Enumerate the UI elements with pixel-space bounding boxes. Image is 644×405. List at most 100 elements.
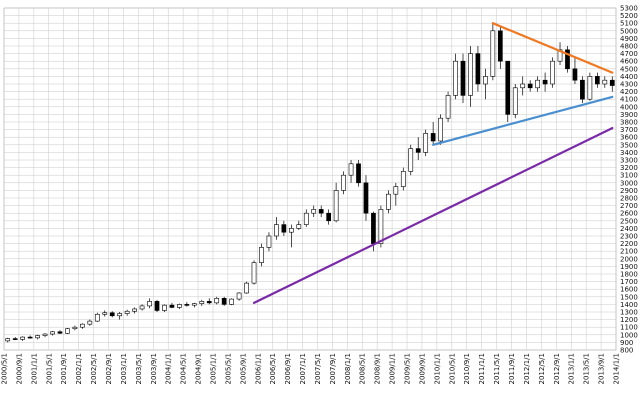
candle-body-up <box>102 312 108 315</box>
candle-body-down <box>460 60 466 96</box>
candle-body-up <box>483 76 488 85</box>
x-tick-label: 2003/1/1 <box>120 353 128 384</box>
x-tick-label: 2011/1/1 <box>478 353 486 384</box>
candle-body-down <box>430 133 436 142</box>
candle-body-up <box>520 83 526 89</box>
candle-body-up <box>94 313 100 322</box>
candle-body-up <box>117 313 123 317</box>
y-tick-label: 3400 <box>620 149 638 157</box>
y-tick-label: 5300 <box>620 5 638 13</box>
candle-body-up <box>229 298 234 305</box>
candle-body-down <box>475 53 481 85</box>
trendline-2 <box>432 95 614 146</box>
candle-body-up <box>124 310 130 314</box>
x-tick-label: 2005/1/1 <box>209 353 217 384</box>
candle-body-up <box>535 79 540 89</box>
y-tick-label: 3700 <box>620 126 638 134</box>
x-tick-label: 2007/1/1 <box>299 353 307 384</box>
candle-body-up <box>259 247 264 263</box>
candle-body-up <box>266 235 272 248</box>
x-tick-label: 2012/1/1 <box>523 353 531 384</box>
candle-body-down <box>580 79 585 100</box>
x-tick-label: 2007/9/1 <box>329 353 337 384</box>
y-tick-label: 1400 <box>620 301 638 309</box>
y-tick-label: 1900 <box>620 263 638 271</box>
candle-body-up <box>490 30 496 77</box>
candle-body-up <box>177 304 182 308</box>
y-tick-label: 2900 <box>620 187 638 195</box>
x-tick-label: 2001/1/1 <box>30 353 38 384</box>
y-tick-label: 900 <box>620 339 633 347</box>
x-tick-label: 2004/1/1 <box>165 353 173 384</box>
y-tick-label: 5200 <box>620 12 638 20</box>
x-tick-label: 2006/9/1 <box>284 353 292 384</box>
candle-body-up <box>303 212 309 225</box>
x-tick-label: 2013/9/1 <box>598 353 606 384</box>
candle-body-up <box>602 79 608 85</box>
x-tick-label: 2002/5/1 <box>90 353 98 384</box>
x-tick-label: 2008/5/1 <box>359 353 367 384</box>
candle-body-up <box>20 336 26 340</box>
candle-body-down <box>415 148 421 153</box>
candle-body-down <box>363 182 369 214</box>
trendline-3 <box>252 126 614 304</box>
x-tick-label: 2002/9/1 <box>105 353 113 384</box>
candle-body-up <box>438 117 443 142</box>
y-tick-label: 2800 <box>620 195 638 203</box>
candle-body-up <box>296 224 302 229</box>
candle-body-up <box>423 133 429 153</box>
x-tick-label: 2005/9/1 <box>239 353 247 384</box>
candle-body-up <box>199 301 205 304</box>
candle-body-down <box>27 336 33 339</box>
x-tick-label: 2004/9/1 <box>195 353 203 384</box>
y-tick-label: 2400 <box>620 225 638 233</box>
candle-body-down <box>57 331 63 334</box>
y-tick-label: 4200 <box>620 88 638 96</box>
y-tick-label: 4500 <box>620 65 638 73</box>
y-tick-label: 3900 <box>620 111 638 119</box>
candle-body-down <box>184 304 190 306</box>
plot-area <box>3 7 617 351</box>
y-tick-label: 1300 <box>620 309 638 317</box>
candle-body-up <box>87 320 93 325</box>
y-tick-label: 4600 <box>620 58 638 66</box>
y-tick-label: 4000 <box>620 103 638 111</box>
candle-body-up <box>274 224 279 237</box>
y-tick-label: 5000 <box>620 27 638 35</box>
x-tick-label: 2003/5/1 <box>135 353 143 384</box>
x-tick-label: 2009/5/1 <box>404 353 412 384</box>
candle-body-down <box>154 301 160 311</box>
candle-body-up <box>393 186 399 195</box>
x-tick-label: 2005/5/1 <box>224 353 232 384</box>
candle-body-up <box>65 328 70 334</box>
x-tick-label: 2009/1/1 <box>389 353 397 384</box>
candle-body-up <box>453 60 458 96</box>
candle-body-up <box>244 282 249 294</box>
y-tick-label: 3000 <box>620 179 638 187</box>
y-tick-label: 1600 <box>620 286 638 294</box>
x-tick-label: 2002/1/1 <box>75 353 83 384</box>
x-tick-label: 2006/5/1 <box>269 353 277 384</box>
candle-body-up <box>35 335 40 339</box>
candle-body-down <box>609 79 615 86</box>
x-tick-label: 2011/9/1 <box>508 353 516 384</box>
candle-body-down <box>221 298 227 305</box>
candle-body-down <box>12 338 18 340</box>
x-tick-label: 2008/9/1 <box>374 353 382 384</box>
y-tick-label: 3800 <box>620 119 638 127</box>
candle-body-up <box>408 148 414 172</box>
candle-body-up <box>50 331 55 335</box>
y-tick-label: 1700 <box>620 278 638 286</box>
candle-body-down <box>356 163 361 184</box>
candle-body-up <box>251 262 257 284</box>
candle-body-up <box>348 163 354 176</box>
y-tick-label: 1200 <box>620 316 638 324</box>
y-tick-label: 3300 <box>620 157 638 165</box>
y-tick-label: 4400 <box>620 73 638 81</box>
y-tick-label: 4800 <box>620 43 638 51</box>
candle-body-up <box>311 209 317 214</box>
candle-body-up <box>468 53 473 96</box>
y-tick-label: 1800 <box>620 271 638 279</box>
x-tick-label: 2010/1/1 <box>433 353 441 384</box>
